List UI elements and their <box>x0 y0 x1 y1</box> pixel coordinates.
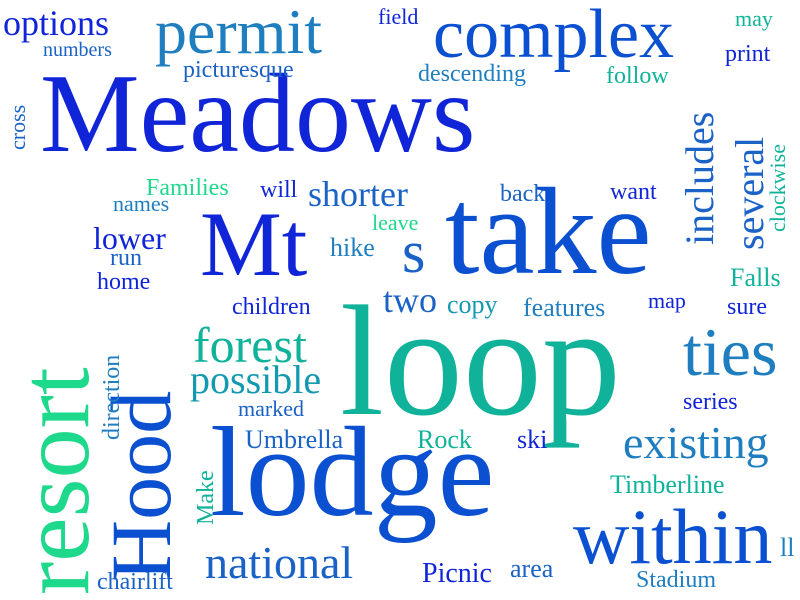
word-two: two <box>383 280 437 320</box>
word-picnic: Picnic <box>422 558 492 589</box>
word-sure: sure <box>727 294 767 320</box>
word-names: names <box>113 191 170 216</box>
word-copy: copy <box>447 290 498 319</box>
word-numbers: numbers <box>43 39 112 61</box>
word-hike: hike <box>330 233 375 262</box>
word-field: field <box>378 4 419 29</box>
word-chairlift: chairlift <box>97 569 173 595</box>
word-lodge: lodge <box>210 401 495 543</box>
word-ll: ll <box>780 533 795 562</box>
word-permit: permit <box>155 0 323 67</box>
word-meadows: Meadows <box>40 52 476 176</box>
word-shorter: shorter <box>308 174 408 214</box>
word-possible: possible <box>190 357 322 402</box>
word-cross: cross <box>5 104 30 150</box>
word-s: s <box>402 219 426 285</box>
word-clockwise: clockwise <box>765 144 790 232</box>
word-children: children <box>232 294 311 320</box>
word-rock: Rock <box>417 425 472 454</box>
word-ski: ski <box>517 425 548 454</box>
word-direction: direction <box>99 354 125 440</box>
word-leave: leave <box>372 210 419 235</box>
word-timberline: Timberline <box>610 470 725 499</box>
word-ties: ties <box>683 314 778 390</box>
word-forest: forest <box>193 317 307 373</box>
word-descending: descending <box>418 61 526 87</box>
word-national: national <box>205 537 354 588</box>
word-several: several <box>727 136 772 250</box>
word-series: series <box>683 389 738 415</box>
word-back: back <box>500 181 546 207</box>
word-map: map <box>648 288 686 313</box>
word-stadium: Stadium <box>636 567 717 593</box>
word-want: want <box>610 179 657 205</box>
word-will: will <box>260 177 298 203</box>
word-print: print <box>725 41 771 67</box>
word-area: area <box>510 554 554 583</box>
word-home: home <box>97 269 151 295</box>
word-includes: includes <box>677 111 722 245</box>
word-falls: Falls <box>730 263 781 292</box>
word-features: features <box>523 293 606 322</box>
word-families: Families <box>146 175 229 201</box>
word-resort: resort <box>0 367 110 595</box>
word-existing: existing <box>623 417 769 468</box>
word-make: Make <box>193 470 219 525</box>
word-umbrella: Umbrella <box>245 425 344 454</box>
word-run: run <box>110 245 142 271</box>
word-mt: Mt <box>200 193 308 295</box>
word-marked: marked <box>238 396 304 421</box>
word-complex: complex <box>433 0 675 73</box>
word-within: within <box>573 493 773 580</box>
word-follow: follow <box>606 63 669 89</box>
word-lower: lower <box>93 220 166 256</box>
word-loop: loop <box>340 274 621 449</box>
word-take: take <box>445 163 652 300</box>
word-picturesque: picturesque <box>183 57 294 83</box>
word-may: may <box>735 6 773 31</box>
word-options: options <box>3 3 110 43</box>
